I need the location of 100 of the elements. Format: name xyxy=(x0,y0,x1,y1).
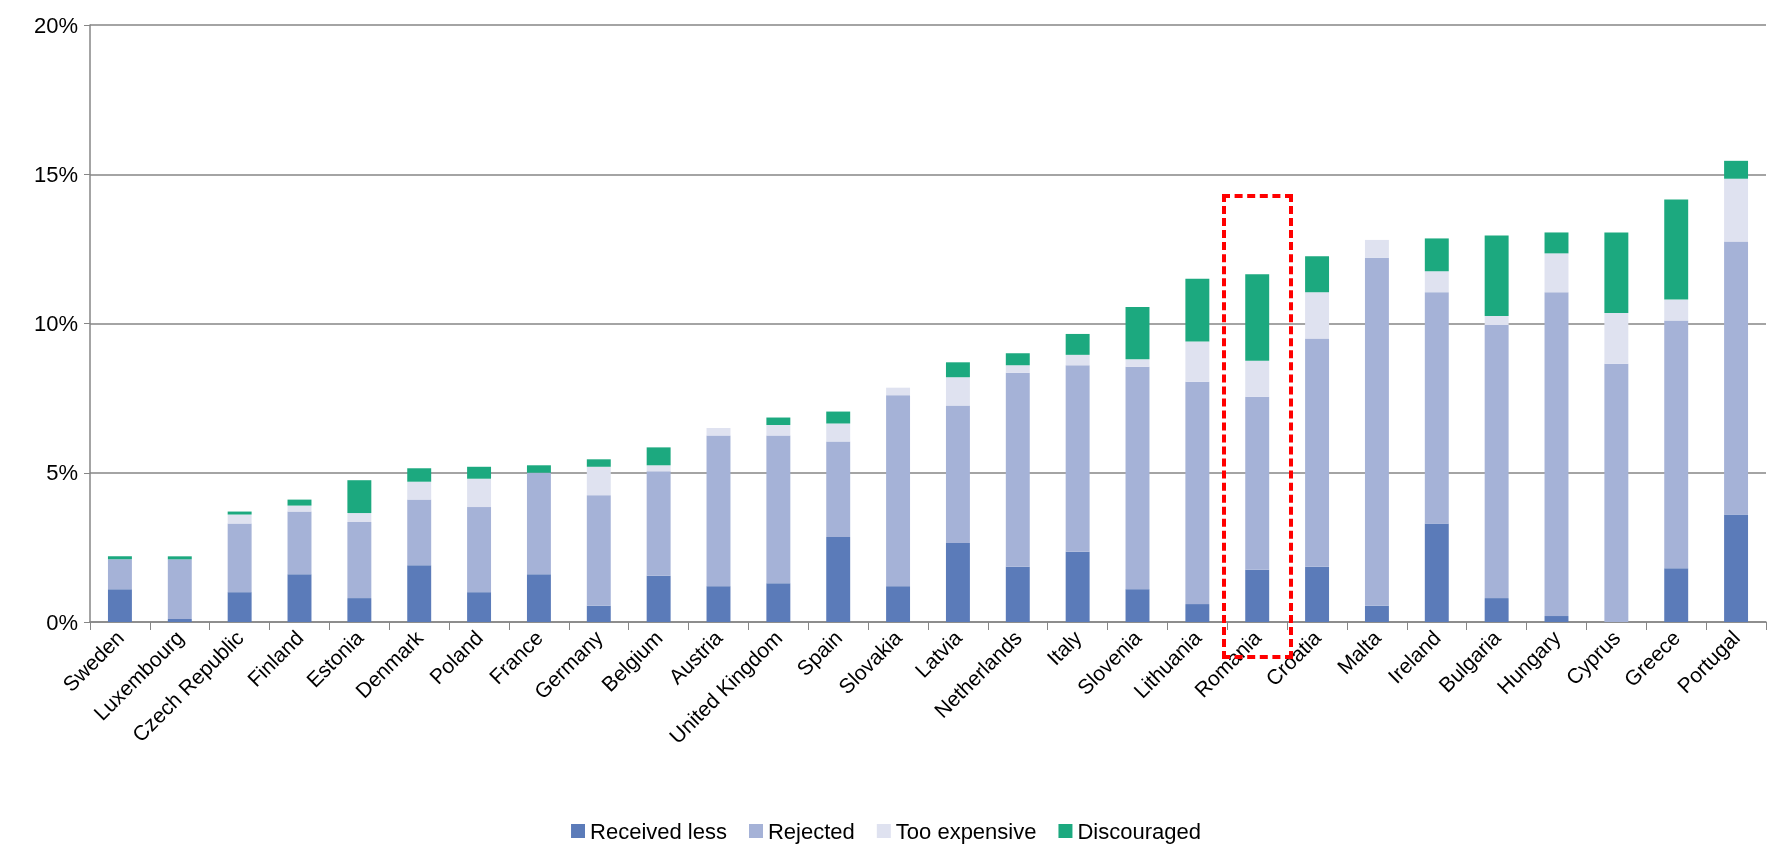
bar xyxy=(646,471,671,576)
bar xyxy=(347,598,372,622)
bar xyxy=(287,574,312,622)
bar xyxy=(167,559,192,620)
bar xyxy=(1065,551,1090,622)
bar xyxy=(467,592,492,622)
bar xyxy=(467,478,492,508)
bar xyxy=(1724,178,1749,242)
bar xyxy=(526,472,551,575)
bar xyxy=(1005,566,1030,622)
bar xyxy=(1125,307,1150,360)
bar xyxy=(227,511,252,515)
bar xyxy=(1005,372,1030,567)
bar xyxy=(1424,238,1449,272)
bar xyxy=(1065,365,1090,552)
bar xyxy=(1544,292,1569,617)
bar xyxy=(1065,333,1090,355)
bar xyxy=(1364,257,1389,606)
bar xyxy=(1484,316,1509,325)
bar xyxy=(826,423,851,442)
bar xyxy=(1305,292,1330,339)
bar xyxy=(1484,235,1509,317)
bar xyxy=(1185,278,1210,342)
bar xyxy=(1305,256,1330,293)
bar xyxy=(706,427,731,436)
bar xyxy=(945,377,970,406)
bar xyxy=(167,556,192,560)
legend-label: Too expensive xyxy=(895,818,1037,844)
bar xyxy=(107,559,132,590)
bar xyxy=(287,511,312,575)
bar xyxy=(706,435,731,587)
y-tick-label: 0% xyxy=(46,609,78,635)
legend-label: Received less xyxy=(590,818,727,844)
bar xyxy=(1604,363,1629,622)
bar xyxy=(1364,605,1389,622)
bar xyxy=(107,589,132,622)
bar xyxy=(1484,324,1509,599)
bar xyxy=(706,586,731,622)
bar xyxy=(646,465,671,472)
bar xyxy=(1125,589,1150,622)
bar xyxy=(945,362,970,378)
bar xyxy=(1424,271,1449,293)
bar xyxy=(347,480,372,514)
y-tick-label: 20% xyxy=(33,12,78,38)
bar xyxy=(1065,354,1090,366)
bar xyxy=(407,468,432,482)
bar xyxy=(1724,241,1749,515)
bar xyxy=(1245,360,1270,397)
bar xyxy=(1544,616,1569,622)
bar xyxy=(1245,274,1270,361)
bar xyxy=(766,435,791,584)
bar xyxy=(1424,523,1449,622)
bar xyxy=(826,536,851,622)
bar xyxy=(586,605,611,622)
bar xyxy=(945,542,970,622)
bar xyxy=(766,583,791,622)
bar xyxy=(287,499,312,506)
bar xyxy=(407,499,432,566)
bar xyxy=(1604,232,1629,314)
bar xyxy=(227,592,252,622)
bar xyxy=(646,575,671,622)
bar xyxy=(586,466,611,496)
y-tick-label: 15% xyxy=(33,161,78,187)
bar xyxy=(467,507,492,593)
y-tick-label: 5% xyxy=(46,460,78,486)
bar xyxy=(1544,232,1569,254)
bar xyxy=(1664,568,1689,622)
bar xyxy=(886,387,911,396)
bar xyxy=(586,459,611,467)
bar xyxy=(1185,604,1210,622)
bar xyxy=(1424,292,1449,524)
bar xyxy=(1245,396,1270,570)
bar xyxy=(1305,338,1330,567)
bar xyxy=(407,565,432,622)
bar xyxy=(1125,366,1150,590)
legend-label: Discouraged xyxy=(1077,818,1201,844)
bar xyxy=(107,556,132,560)
bar xyxy=(407,481,432,500)
bar xyxy=(945,405,970,543)
bar xyxy=(766,417,791,425)
bar xyxy=(1664,299,1689,321)
bar xyxy=(227,523,252,593)
bar xyxy=(826,441,851,537)
bar xyxy=(1484,598,1509,622)
bar xyxy=(1005,365,1030,373)
bar xyxy=(526,574,551,622)
bar xyxy=(347,513,372,522)
bar xyxy=(1185,341,1210,382)
bar xyxy=(1604,313,1629,364)
bar xyxy=(1664,199,1689,300)
bar xyxy=(1544,253,1569,293)
bar xyxy=(1664,320,1689,569)
bar xyxy=(586,495,611,606)
bar xyxy=(167,619,192,622)
bar xyxy=(826,411,851,424)
y-tick-label: 10% xyxy=(33,311,78,336)
bar xyxy=(886,586,911,622)
bar xyxy=(526,465,551,473)
bar xyxy=(1005,353,1030,366)
legend-label: Rejected xyxy=(767,818,855,844)
